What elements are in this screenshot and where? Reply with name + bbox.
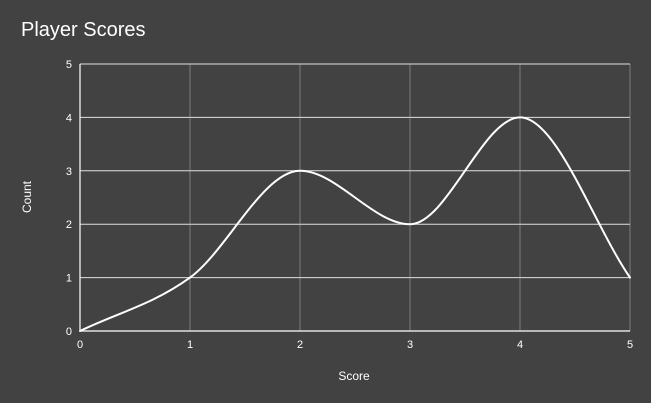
series-line-0 bbox=[79, 116, 631, 332]
x-tick-label-5: 5 bbox=[627, 339, 633, 351]
grid-layer bbox=[80, 63, 631, 331]
y-tick-label-5: 5 bbox=[66, 59, 72, 71]
x-axis-label: Score bbox=[338, 369, 370, 383]
chart-title: Player Scores bbox=[21, 19, 146, 41]
x-tick-label-4: 4 bbox=[517, 339, 523, 351]
y-axis-label: Count bbox=[20, 180, 34, 213]
tick-labels: 0 1 2 3 4 5 0 1 2 3 4 5 bbox=[66, 59, 633, 351]
y-tick-label-0: 0 bbox=[66, 326, 72, 338]
y-tick-label-1: 1 bbox=[66, 273, 72, 285]
x-tick-label-0: 0 bbox=[77, 339, 83, 351]
y-tick-label-4: 4 bbox=[66, 112, 72, 124]
x-tick-label-3: 3 bbox=[407, 339, 413, 351]
series-layer bbox=[79, 116, 631, 332]
x-tick-label-2: 2 bbox=[297, 339, 303, 351]
axis-layer bbox=[79, 64, 630, 332]
x-tick-label-1: 1 bbox=[187, 339, 193, 351]
y-tick-label-3: 3 bbox=[66, 166, 72, 178]
y-tick-label-2: 2 bbox=[66, 219, 72, 231]
